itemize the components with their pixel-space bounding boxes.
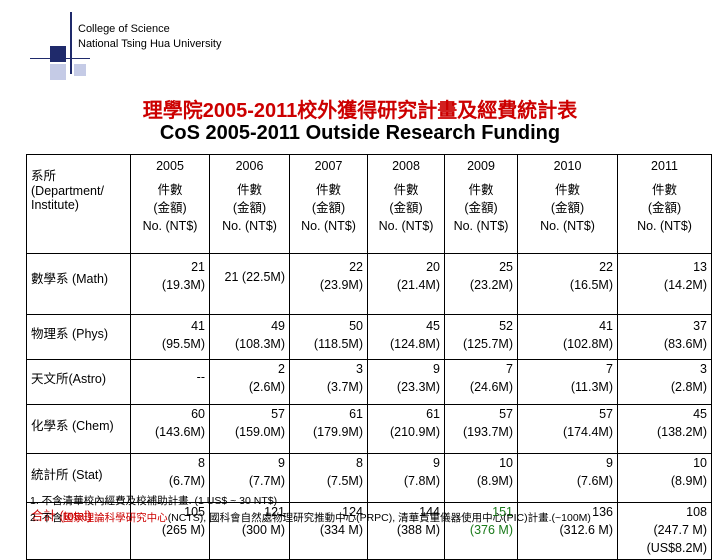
row-label: 天文所(Astro) [26, 359, 131, 405]
table-cell: 50 (118.5M) [289, 314, 368, 360]
footnotes: 1. 不含清華校內經費及校補助計畫. (1 US$ ~ 30 NT$) 2. 不… [30, 493, 591, 527]
table-cell: 10 (8.9M) [444, 453, 518, 503]
table-cell: 20 (21.4M) [367, 253, 445, 315]
table-cell: 7 (24.6M) [444, 359, 518, 405]
table-cell: 52 (125.7M) [444, 314, 518, 360]
dept-header: 系所 (Department/ Institute) [26, 154, 131, 254]
table-cell: 2 (2.6M) [209, 359, 290, 405]
institution-line-2: National Tsing Hua University [78, 38, 222, 50]
table-cell: 49 (108.3M) [209, 314, 290, 360]
year-header: 2009 件數 (金額) No. (NT$) [444, 154, 518, 254]
table-cell: 57 (193.7M) [444, 404, 518, 454]
table-cell: 9 (7.8M) [367, 453, 445, 503]
table-header-row: 系所 (Department/ Institute) 2005 件數 (金額) No.… [26, 154, 712, 254]
table-cell: 3 (3.7M) [289, 359, 368, 405]
decor-square-light-small [74, 64, 86, 76]
row-label: 數學系 (Math) [26, 253, 131, 315]
footnote-1: 1. 不含清華校內經費及校補助計畫. (1 US$ ~ 30 NT$) [30, 495, 278, 507]
table-cell: 3 (2.8M) [617, 359, 712, 405]
row-label: 物理系 (Phys) [26, 314, 131, 360]
table-cell: 45 (124.8M) [367, 314, 445, 360]
table-cell: 61 (179.9M) [289, 404, 368, 454]
table-cell: 37 (83.6M) [617, 314, 712, 360]
table-cell: 13 (14.2M) [617, 253, 712, 315]
footnote-2: 2. 不含國家理論科學研究中心(NCTS), 國科會自然處物理研究推動中心(PR… [30, 510, 591, 527]
table-cell: 41 (95.5M) [130, 314, 210, 360]
table-cell: 21 (22.5M) [209, 253, 290, 315]
year-header: 2008 件數 (金額) No. (NT$) [367, 154, 445, 254]
funding-table: 系所 (Department/ Institute) 2005 件數 (金額) No.… [26, 154, 712, 560]
page-title-english: CoS 2005-2011 Outside Research Funding [159, 122, 561, 144]
table-cell: 21 (19.3M) [130, 253, 210, 315]
decor-square-dark [50, 46, 66, 62]
table-cell: 41 (102.8M) [517, 314, 618, 360]
table-row-phys: 物理系 (Phys) 41 (95.5M) 49 (108.3M) 50 (118.5… [26, 314, 712, 360]
decor-square-light [50, 64, 66, 80]
table-cell: 10 (8.9M) [617, 453, 712, 503]
institution-header: College of Science National Tsing Hua Un… [78, 22, 221, 52]
table-cell: 45 (138.2M) [617, 404, 712, 454]
year-header: 2005 件數 (金額) No. (NT$) [130, 154, 210, 254]
table-cell: 9 (23.3M) [367, 359, 445, 405]
table-cell: -- [130, 359, 210, 405]
page-title-chinese: 理學院2005-2011校外獲得研究計畫及經費統計表 [142, 100, 578, 122]
table-cell: 22 (23.9M) [289, 253, 368, 315]
table-cell: 7 (11.3M) [517, 359, 618, 405]
footnote-2-prefix: 2. 不含 [30, 512, 63, 524]
table-cell: 60 (143.6M) [130, 404, 210, 454]
table-cell: 25 (23.2M) [444, 253, 518, 315]
table-cell: 57 (174.4M) [517, 404, 618, 454]
total-cell: 108 (247.7 M) (US$8.2M) [617, 502, 712, 560]
table-row-math: 數學系 (Math) 21 (19.3M) 21 (22.5M) 22 (23.9M… [26, 253, 712, 315]
decor-vertical-line [70, 12, 72, 74]
institution-line-1: College of Science [78, 23, 170, 35]
table-row-chem: 化學系 (Chem) 60 (143.6M) 57 (159.0M) 61 (179.… [26, 404, 712, 454]
table-cell: 22 (16.5M) [517, 253, 618, 315]
year-header: 2007 件數 (金額) No. (NT$) [289, 154, 368, 254]
table-row-astro: 天文所(Astro) -- 2 (2.6M) 3 (3.7M) 9 (23.3M) 7… [26, 359, 712, 405]
row-label: 化學系 (Chem) [26, 404, 131, 454]
year-header: 2011 件數 (金額) No. (NT$) [617, 154, 712, 254]
year-header: 2006 件數 (金額) No. (NT$) [209, 154, 290, 254]
table-cell: 57 (159.0M) [209, 404, 290, 454]
year-header: 2010 件數 (金額) No. (NT$) [517, 154, 618, 254]
footnote-2-highlight: 國家理論科學研究中心 [62, 512, 168, 524]
footnote-2-rest: (NCTS), 國科會自然處物理研究推動中心(PRPC), 清華貴重儀器使用中心… [167, 512, 591, 524]
table-cell: 61 (210.9M) [367, 404, 445, 454]
